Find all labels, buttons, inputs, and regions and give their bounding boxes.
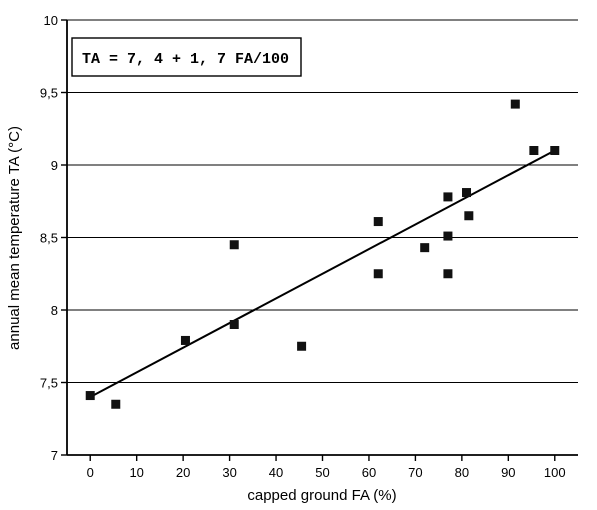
data-point xyxy=(180,335,190,345)
x-tick-label: 90 xyxy=(501,465,515,480)
data-point xyxy=(529,146,539,155)
x-tick-label: 50 xyxy=(315,465,329,480)
data-point xyxy=(420,243,430,253)
grid-lines xyxy=(67,19,578,384)
x-tick-label: 40 xyxy=(269,465,283,480)
x-tick-label: 30 xyxy=(222,465,236,480)
x-tick-label: 20 xyxy=(176,465,190,480)
data-point xyxy=(464,211,474,221)
data-point xyxy=(373,217,383,227)
data-point xyxy=(111,399,121,409)
data-point xyxy=(229,240,239,250)
y-tick-label: 8 xyxy=(51,303,58,318)
y-tick-label: 7 xyxy=(51,448,58,463)
data-point xyxy=(510,99,520,109)
data-point xyxy=(229,320,239,329)
y-tick-label: 7,5 xyxy=(40,376,58,391)
y-tick-label: 10 xyxy=(44,13,58,28)
data-point xyxy=(443,269,453,279)
data-point xyxy=(373,269,383,279)
x-tick-label: 0 xyxy=(87,465,94,480)
x-axis-label: capped ground FA (%) xyxy=(247,487,396,504)
x-tick-label: 80 xyxy=(455,465,469,480)
axes xyxy=(61,19,578,461)
y-tick-label: 9,5 xyxy=(40,86,58,101)
data-point xyxy=(550,146,560,155)
data-points xyxy=(85,99,560,409)
formula-text: TA = 7, 4 + 1, 7 FA/100 xyxy=(82,51,289,68)
x-tick-label: 100 xyxy=(544,465,566,480)
fit-line-layer xyxy=(89,149,556,398)
y-tick-label: 9 xyxy=(51,158,58,173)
data-point xyxy=(443,192,453,202)
y-axis-label: annual mean temperature TA (°C) xyxy=(6,126,23,350)
x-tick-label: 70 xyxy=(408,465,422,480)
data-point xyxy=(462,188,472,198)
fit-line xyxy=(89,149,556,398)
formula-box: TA = 7, 4 + 1, 7 FA/100 xyxy=(71,37,302,77)
data-point xyxy=(297,341,307,351)
data-point xyxy=(85,391,95,401)
x-tick-label: 60 xyxy=(362,465,376,480)
data-point xyxy=(443,231,453,241)
y-tick-label: 8,5 xyxy=(40,231,58,246)
x-tick-label: 10 xyxy=(129,465,143,480)
